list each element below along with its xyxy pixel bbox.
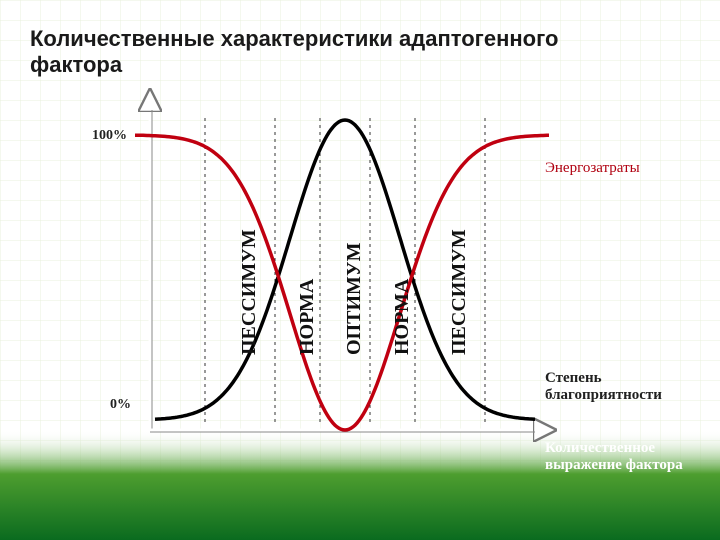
region-label-0: ПЕССИМУМ	[238, 229, 261, 355]
x-axis-label: Количественное выражение фактора	[545, 440, 715, 474]
region-label-3: НОРМА	[391, 279, 414, 355]
label-energy: Энергозатраты	[545, 160, 640, 177]
region-label-2: ОПТИМУМ	[343, 243, 366, 355]
page-title: Количественные характеристики адаптогенн…	[30, 26, 590, 78]
region-label-1: НОРМА	[296, 279, 319, 355]
region-label-4: ПЕССИМУМ	[448, 229, 471, 355]
y-tick-100: 100%	[92, 128, 127, 144]
label-favorability: Степень благоприятности	[545, 370, 700, 404]
y-tick-0: 0%	[110, 397, 131, 413]
